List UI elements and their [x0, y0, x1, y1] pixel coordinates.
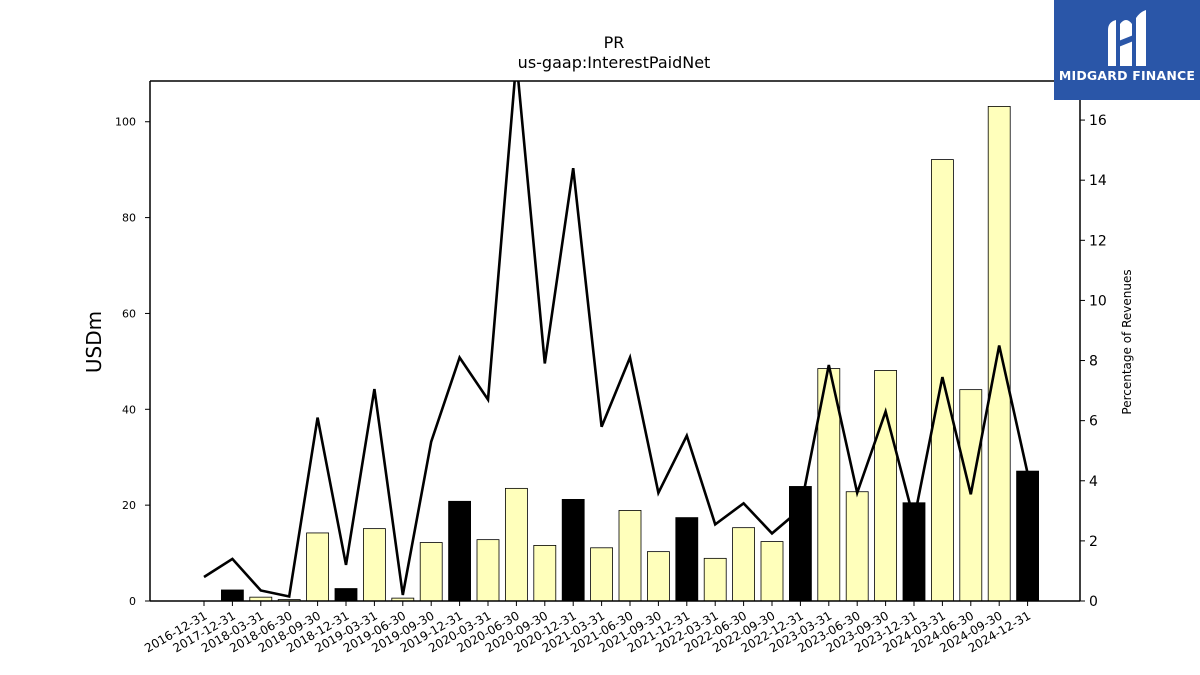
bar-2022-06-30 [732, 527, 755, 602]
bar-2021-03-31 [590, 547, 613, 602]
logo-text: MIDGARD FINANCE [1058, 68, 1196, 83]
bar-2024-06-30 [959, 389, 983, 602]
bar-2019-03-31 [362, 528, 386, 602]
y-axis-label: USDm [82, 311, 106, 373]
y-tick-label: 60 [122, 307, 136, 320]
y2-tick-label: 14 [1089, 173, 1107, 189]
bar-2023-06-30 [845, 491, 869, 602]
bar-2018-12-31 [334, 588, 358, 602]
bar-2021-12-31 [675, 517, 699, 602]
y2-tick-label: 10 [1089, 293, 1107, 309]
bar-2024-09-30 [987, 106, 1011, 602]
bar-2024-12-31 [1016, 470, 1039, 602]
y-tick-label: 20 [122, 499, 136, 512]
y2-axis-label: Percentage of Revenues [1120, 269, 1134, 414]
y-tick-label: 40 [122, 403, 136, 416]
bar-2018-09-30 [306, 532, 330, 602]
bar-2020-03-31 [476, 539, 500, 602]
chart-title: PR [604, 33, 625, 52]
bar-2017-12-31 [220, 589, 244, 602]
bar-2022-09-30 [760, 541, 784, 602]
bar-2020-12-31 [561, 498, 585, 602]
y-tick-label: 100 [115, 116, 136, 129]
y-tick-label: 0 [129, 595, 136, 608]
bar-2023-09-30 [874, 370, 897, 602]
y2-tick-label: 0 [1089, 594, 1098, 610]
y-tick-label: 80 [122, 212, 136, 225]
y2-tick-label: 4 [1089, 474, 1098, 490]
pct-revenue-line [203, 81, 1029, 599]
y2-tick-label: 2 [1089, 534, 1098, 550]
logo-mark-icon [1108, 10, 1146, 66]
brand-logo: MIDGARD FINANCE [1054, 0, 1200, 100]
bars [220, 106, 1039, 602]
bar-2020-06-30 [504, 487, 528, 602]
y2-tick-label: 6 [1089, 414, 1098, 430]
bar-2020-09-30 [533, 545, 557, 602]
bar-2019-09-30 [419, 542, 443, 602]
chart-subtitle: us-gaap:InterestPaidNet [518, 53, 711, 72]
y2-tick-label: 8 [1089, 354, 1098, 370]
y2-tick-label: 16 [1089, 113, 1107, 129]
bar-2019-12-31 [448, 500, 472, 602]
bar-2021-06-30 [618, 510, 642, 602]
bar-2022-03-31 [703, 557, 727, 602]
bar-2021-09-30 [647, 551, 670, 602]
line-layer [203, 81, 1029, 599]
y2-tick-label: 12 [1089, 233, 1107, 249]
